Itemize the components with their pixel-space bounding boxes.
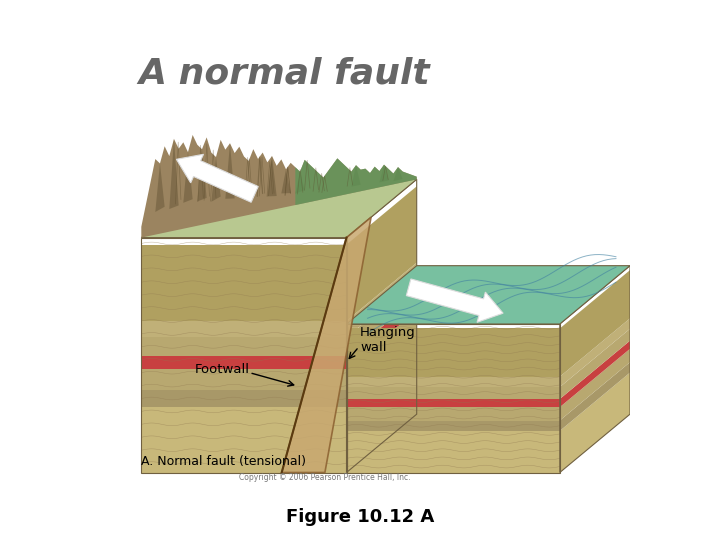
Polygon shape <box>346 279 417 356</box>
Polygon shape <box>225 143 235 199</box>
Polygon shape <box>169 139 179 209</box>
Polygon shape <box>346 298 417 369</box>
Polygon shape <box>141 179 417 238</box>
Polygon shape <box>141 245 346 321</box>
Polygon shape <box>282 217 371 472</box>
Polygon shape <box>560 362 630 431</box>
Polygon shape <box>141 356 346 369</box>
Polygon shape <box>184 152 193 203</box>
Text: Footwall: Footwall <box>195 363 250 376</box>
Polygon shape <box>346 332 417 407</box>
Polygon shape <box>295 172 305 194</box>
Text: A. Normal fault (tensional): A. Normal fault (tensional) <box>141 455 306 468</box>
Polygon shape <box>346 186 417 321</box>
Polygon shape <box>560 341 630 407</box>
Polygon shape <box>346 387 560 399</box>
Polygon shape <box>346 407 560 421</box>
Polygon shape <box>393 167 402 181</box>
Polygon shape <box>282 169 291 193</box>
Polygon shape <box>141 338 346 356</box>
Polygon shape <box>560 373 630 472</box>
Polygon shape <box>351 165 361 187</box>
Polygon shape <box>141 321 346 338</box>
FancyArrow shape <box>176 154 258 202</box>
Polygon shape <box>141 369 346 390</box>
Polygon shape <box>346 431 560 472</box>
Polygon shape <box>197 149 207 201</box>
Text: Figure 10.12 A: Figure 10.12 A <box>286 508 434 526</box>
Polygon shape <box>346 399 560 407</box>
FancyArrow shape <box>406 279 503 322</box>
Polygon shape <box>560 319 630 387</box>
Polygon shape <box>346 262 417 338</box>
Polygon shape <box>346 421 560 431</box>
Polygon shape <box>295 158 417 205</box>
Polygon shape <box>560 349 630 421</box>
Polygon shape <box>346 348 417 472</box>
Polygon shape <box>211 157 220 202</box>
Polygon shape <box>560 270 630 377</box>
Text: Hanging
wall: Hanging wall <box>360 326 415 354</box>
Polygon shape <box>156 164 165 212</box>
Polygon shape <box>346 377 560 387</box>
FancyBboxPatch shape <box>85 0 635 540</box>
Polygon shape <box>141 135 417 238</box>
Polygon shape <box>267 156 276 197</box>
Text: A normal fault: A normal fault <box>138 57 431 91</box>
Polygon shape <box>141 407 346 472</box>
Text: Copyright © 2006 Pearson Prentice Hall, Inc.: Copyright © 2006 Pearson Prentice Hall, … <box>239 474 410 482</box>
Polygon shape <box>141 390 346 407</box>
Polygon shape <box>379 165 389 183</box>
Polygon shape <box>346 266 630 324</box>
Polygon shape <box>346 328 560 377</box>
Polygon shape <box>560 329 630 399</box>
Polygon shape <box>346 311 417 390</box>
